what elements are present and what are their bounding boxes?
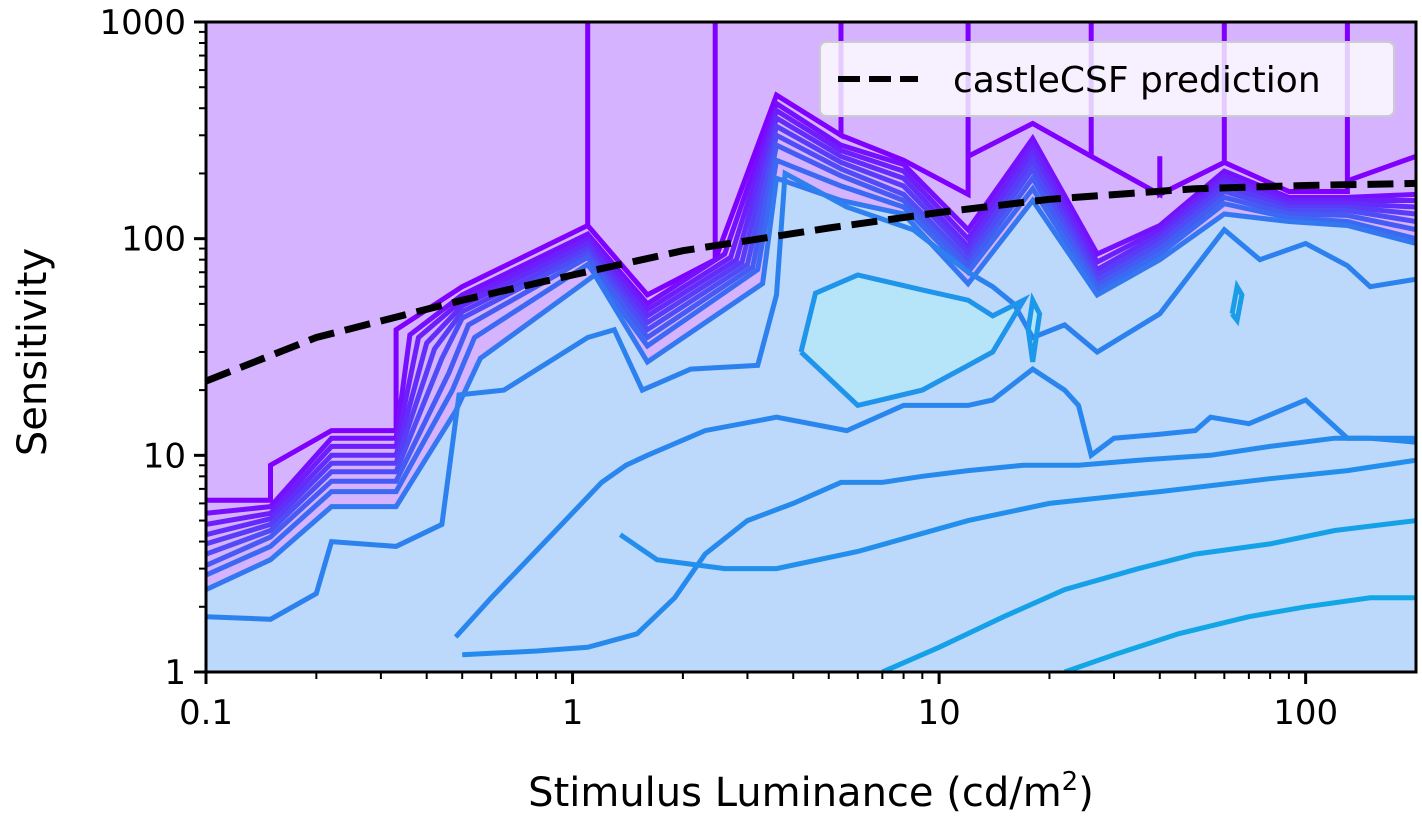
- x-tick-label: 0.1: [179, 693, 233, 733]
- plot-frame: [204, 20, 1418, 674]
- contour-line-3: [206, 114, 1416, 538]
- contour-line-1: [206, 99, 1416, 516]
- contour-line-7: [206, 156, 1416, 578]
- contour-peak-fill: [801, 274, 1024, 406]
- y-tick-label: 1000: [99, 3, 186, 43]
- legend: castleCSF prediction: [819, 41, 1395, 117]
- x-tick-label: 10: [917, 693, 960, 733]
- y-axis-label: Sensitivity: [10, 248, 56, 456]
- y-axis: 1 10 100 1000: [99, 3, 206, 693]
- contour-line-17: [1063, 595, 1416, 672]
- contour-line-15: [1229, 279, 1245, 327]
- legend-box: [819, 41, 1395, 117]
- x-tick-label: 100: [1273, 693, 1338, 733]
- y-tick-label: 10: [143, 436, 186, 476]
- contour-line-2: [206, 106, 1416, 527]
- y-tick-label: 1: [164, 653, 186, 693]
- contour-line-6: [206, 141, 1416, 568]
- contour-line-16: [881, 518, 1416, 672]
- x-axis-label-close: ): [1078, 770, 1094, 816]
- contour-line-9: [206, 169, 1416, 622]
- contour-line-14: [1025, 292, 1043, 363]
- contour-line-0: [206, 22, 1416, 503]
- prediction-line: [206, 179, 1416, 385]
- contour-line-4: [206, 122, 1416, 547]
- y-tick-label: 100: [121, 220, 186, 260]
- x-tick-label: 1: [562, 693, 584, 733]
- x-axis-label: Stimulus Luminance (cd/m2): [528, 767, 1094, 816]
- plot-area: [206, 22, 1416, 672]
- legend-label: castleCSF prediction: [953, 60, 1321, 101]
- contour-line-8: [206, 174, 1416, 592]
- contour-line-10: [453, 366, 1416, 639]
- contour-line-11: [462, 435, 1416, 658]
- contour-line-12: [618, 457, 1416, 572]
- x-axis-label-superscript: 2: [1062, 767, 1079, 797]
- x-axis: 0.1 1 10 100: [179, 672, 1338, 733]
- contour-line-13: [798, 272, 1031, 409]
- contour-line-5: [206, 131, 1416, 557]
